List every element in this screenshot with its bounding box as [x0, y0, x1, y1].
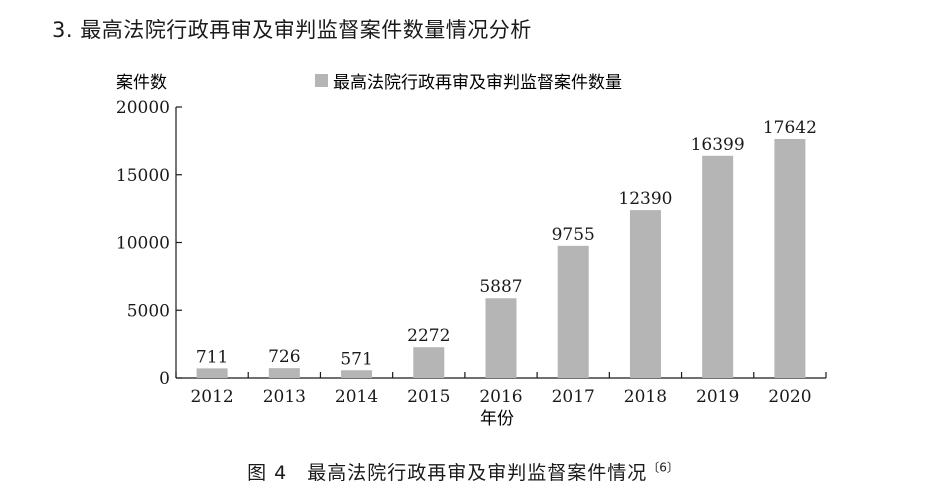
x-tick-label: 2015: [407, 387, 450, 407]
bar: [774, 138, 806, 378]
y-tick-label: 15000: [116, 166, 170, 186]
bar: [629, 210, 661, 378]
x-tick-label: 2014: [335, 387, 378, 407]
x-tick-label: 2018: [624, 387, 667, 407]
bar: [341, 370, 373, 378]
legend: 最高法院行政再审及审判监督案件数量: [315, 73, 622, 93]
data-label: 726: [268, 347, 300, 367]
data-label: 571: [340, 349, 372, 369]
labels: 711 2012 726 2013 571 2014 2272 2015 5887 2016 975…: [190, 118, 816, 407]
data-label: 16399: [691, 135, 745, 155]
bar: [196, 368, 228, 378]
x-tick-label: 2019: [696, 387, 739, 407]
y-tick-label: 10000: [116, 234, 170, 254]
bar: [485, 298, 517, 378]
bar: [413, 347, 445, 378]
y-tick-label: 20000: [116, 98, 170, 118]
caption-text: 图 4 最高法院行政再审及审判监督案件情况: [247, 462, 648, 484]
caption-reference: 〔6〕: [647, 460, 679, 475]
x-tick-label: 2020: [768, 387, 811, 407]
y-tick-label: 0: [159, 369, 170, 389]
x-tick-label: 2012: [190, 387, 233, 407]
bar: [702, 155, 734, 378]
x-tick-label: 2017: [552, 387, 595, 407]
data-label: 9755: [552, 225, 595, 245]
bars: [196, 138, 806, 378]
data-label: 17642: [763, 118, 817, 138]
section-heading: 3. 最高法院行政再审及审判监督案件数量情况分析: [52, 18, 532, 42]
data-label: 12390: [618, 189, 672, 209]
legend-swatch: [315, 74, 328, 87]
y-tick-label: 5000: [127, 301, 170, 321]
x-tick-label: 2013: [263, 387, 306, 407]
data-label: 5887: [479, 277, 522, 297]
figure-caption: 图 4 最高法院行政再审及审判监督案件情况〔6〕: [0, 458, 926, 485]
x-tick-label: 2016: [479, 387, 522, 407]
bar: [557, 245, 589, 378]
data-label: 2272: [407, 326, 450, 346]
legend-label: 最高法院行政再审及审判监督案件数量: [333, 73, 622, 93]
bar: [268, 368, 300, 378]
x-axis-title: 年份: [480, 409, 514, 429]
data-label: 711: [196, 347, 228, 367]
y-axis-title: 案件数: [116, 73, 167, 93]
